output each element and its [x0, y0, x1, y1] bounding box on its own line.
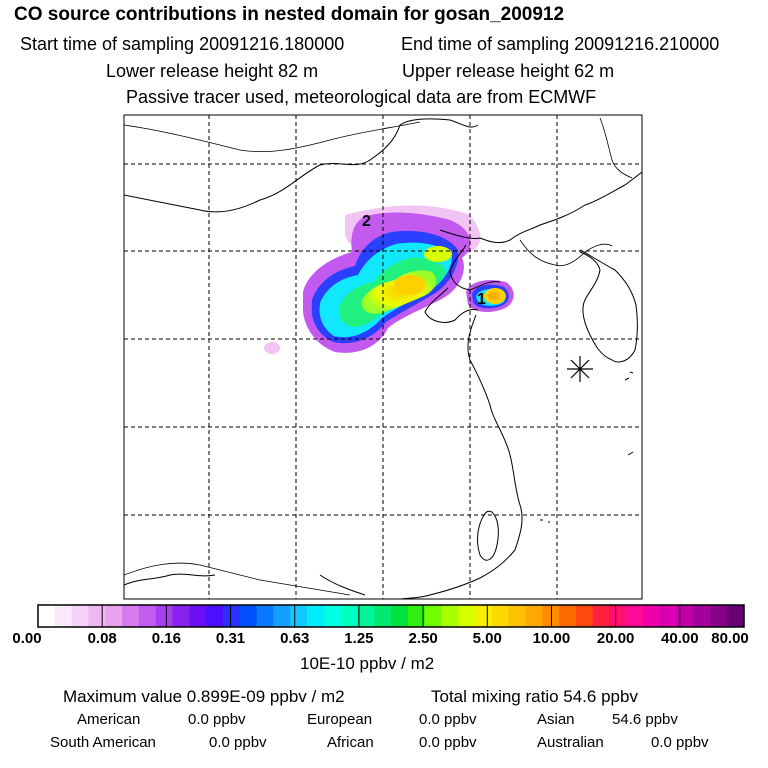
african-value: 0.0 ppbv [419, 734, 477, 751]
colorbar-swatch [256, 605, 274, 627]
american-value: 0.0 ppbv [188, 711, 246, 728]
colorbar-swatch [441, 605, 459, 627]
colorbar-tick-label: 10.00 [532, 630, 571, 647]
australian-value: 0.0 ppbv [651, 734, 709, 751]
lower-release-label: Lower release height 82 m [106, 61, 319, 81]
colorbar-swatch [206, 605, 224, 627]
colorbar-swatch [290, 605, 308, 627]
australian-label: Australian [537, 734, 604, 751]
colorbar-swatch [525, 605, 543, 627]
asian-label: Asian [537, 711, 575, 728]
colorbar-units: 10E-10 ppbv / m2 [300, 654, 435, 673]
colorbar-swatch [172, 605, 190, 627]
colorbar-swatch [475, 605, 493, 627]
source-marker-2: 2 [362, 213, 371, 230]
colorbar-tick-label: 40.00 [661, 630, 699, 647]
colorbar-tick-label: 0.31 [215, 630, 246, 647]
european-value: 0.0 ppbv [419, 711, 477, 728]
colorbar-swatch [155, 605, 173, 627]
end-time-label: End time of sampling 20091216.210000 [401, 34, 720, 54]
colorbar-tick-label: 1.25 [344, 630, 374, 647]
colorbar-swatch [491, 605, 510, 627]
colorbar-swatch [542, 605, 560, 627]
asian-value: 54.6 ppbv [612, 711, 678, 728]
colorbar-swatch [424, 605, 442, 627]
colorbar-swatch [189, 605, 207, 627]
colorbar-swatch [222, 605, 241, 627]
colorbar-swatch [693, 605, 711, 627]
colorbar-swatch [122, 605, 140, 627]
asterisk-icon [567, 356, 593, 382]
start-time-label: Start time of sampling 20091216.180000 [20, 34, 345, 54]
european-label: European [307, 711, 373, 728]
american-label: American [77, 711, 141, 728]
colorbar [37, 604, 745, 628]
upper-release-label: Upper release height 62 m [402, 61, 615, 81]
colorbar-swatch [643, 605, 661, 627]
colorbar-swatch [407, 605, 426, 627]
colorbar-tick-label: 0.00 [12, 630, 42, 647]
coastlines [124, 118, 642, 599]
colorbar-swatch [340, 605, 358, 627]
colorbar-swatch [374, 605, 392, 627]
colorbar-swatch [676, 605, 695, 627]
max-value-label: Maximum value 0.899E-09 ppbv / m2 [63, 687, 345, 706]
colorbar-swatch [306, 605, 325, 627]
colorbar-tick-label: 20.00 [596, 630, 635, 647]
colorbar-swatch [273, 605, 291, 627]
colorbar-swatch [38, 605, 56, 627]
colorbar-tick-label: 2.50 [408, 630, 438, 647]
source-marker-1: 1 [477, 291, 486, 308]
page-title: CO source contributions in nested domain… [14, 4, 565, 25]
colorbar-tick-label: 5.00 [472, 630, 502, 647]
total-mixing-label: Total mixing ratio 54.6 ppbv [431, 687, 638, 706]
colorbar-tick-label: 80.00 [711, 630, 749, 647]
colorbar-swatch [710, 605, 728, 627]
colorbar-swatch [609, 605, 627, 627]
colorbar-swatch [138, 605, 157, 627]
colorbar-swatch [575, 605, 594, 627]
colorbar-swatch [559, 605, 577, 627]
south-american-value: 0.0 ppbv [209, 734, 267, 751]
tracer-note: Passive tracer used, meteorological data… [126, 87, 597, 107]
colorbar-swatch [88, 605, 106, 627]
colorbar-tick-label: 0.63 [280, 630, 310, 647]
colorbar-swatch [391, 605, 409, 627]
colorbar-swatch [54, 605, 73, 627]
colorbar-swatch [239, 605, 258, 627]
colorbar-swatch [105, 605, 123, 627]
colorbar-swatch [659, 605, 678, 627]
country-borders [124, 117, 633, 596]
colorbar-tick-label: 0.08 [87, 630, 117, 647]
colorbar-swatch [727, 605, 745, 627]
colorbar-swatch [357, 605, 375, 627]
colorbar-swatch [626, 605, 644, 627]
african-label: African [327, 734, 374, 751]
colorbar-swatch [508, 605, 526, 627]
colorbar-swatch [592, 605, 611, 627]
lat-lon-grid [124, 115, 642, 599]
colorbar-swatch [458, 605, 476, 627]
colorbar-swatch [71, 605, 89, 627]
plume-contours [264, 205, 514, 354]
colorbar-tick-label: 0.16 [151, 630, 181, 647]
colorbar-swatch [323, 605, 342, 627]
south-american-label: South American [50, 734, 156, 751]
